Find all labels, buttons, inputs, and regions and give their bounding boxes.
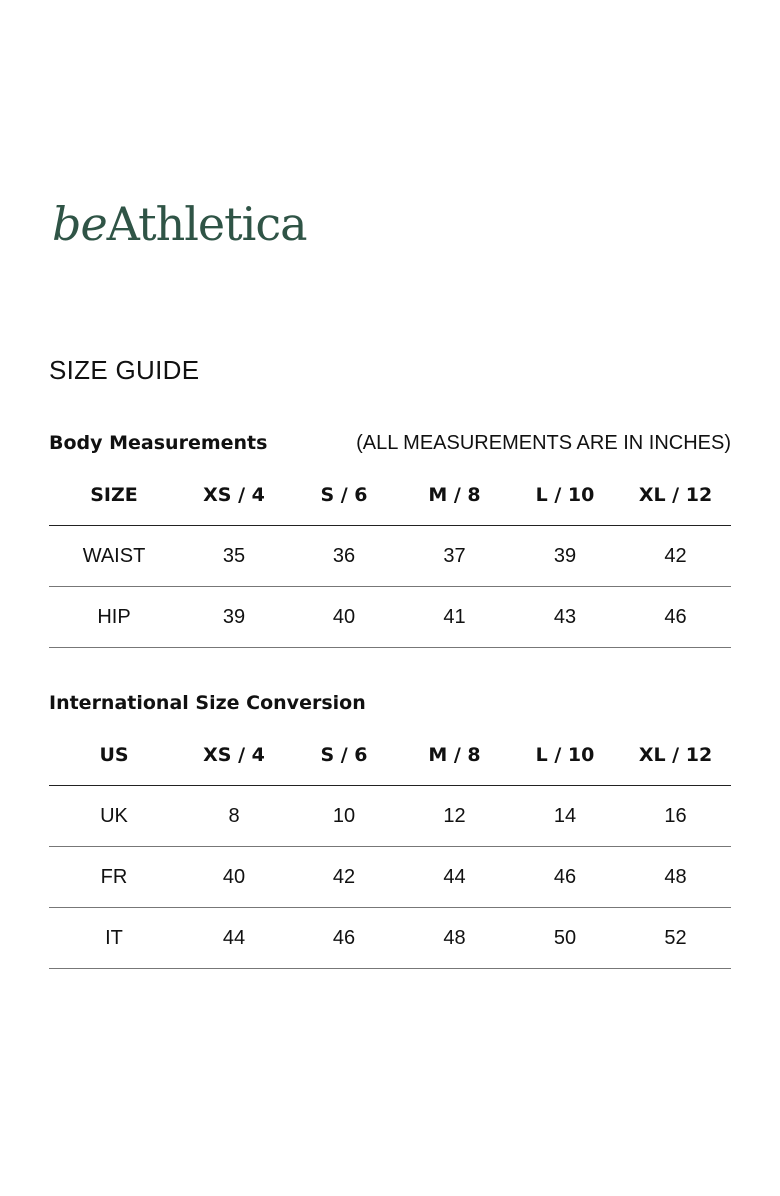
- table-cell: 44: [179, 907, 289, 969]
- measurements-unit-note: (ALL MEASUREMENTS ARE IN INCHES): [356, 432, 731, 454]
- column-header: S / 6: [289, 465, 399, 526]
- table-row: HIP 39 40 41 43 46: [49, 586, 731, 648]
- table-cell: 43: [510, 586, 620, 648]
- table-cell: 37: [399, 525, 510, 587]
- table-row: UK 8 10 12 14 16: [49, 785, 731, 847]
- table-cell: 12: [399, 785, 510, 847]
- table-cell: 44: [399, 846, 510, 908]
- column-header: XL / 12: [620, 725, 731, 786]
- table-cell: 40: [289, 586, 399, 648]
- body-measurements-header: Body Measurements (ALL MEASUREMENTS ARE …: [49, 429, 731, 457]
- page-title: SIZE GUIDE: [49, 355, 200, 385]
- column-header: S / 6: [289, 725, 399, 786]
- brand-logo: beAthletica: [52, 194, 308, 254]
- table-cell: 16: [620, 785, 731, 847]
- table-cell: 36: [289, 525, 399, 587]
- row-label: WAIST: [49, 525, 179, 587]
- table-cell: 48: [620, 846, 731, 908]
- table-cell: 46: [510, 846, 620, 908]
- row-label: FR: [49, 846, 179, 908]
- column-header: SIZE: [49, 465, 179, 526]
- table-row: FR 40 42 44 46 48: [49, 846, 731, 908]
- table-cell: 10: [289, 785, 399, 847]
- table-cell: 8: [179, 785, 289, 847]
- body-measurements-title: Body Measurements: [49, 432, 268, 454]
- table-cell: 46: [620, 586, 731, 648]
- table-cell: 50: [510, 907, 620, 969]
- table-row: WAIST 35 36 37 39 42: [49, 525, 731, 587]
- table-cell: 40: [179, 846, 289, 908]
- row-label: UK: [49, 785, 179, 847]
- table-cell: 42: [289, 846, 399, 908]
- column-header: L / 10: [510, 465, 620, 526]
- column-header: M / 8: [399, 725, 510, 786]
- logo-be: be: [52, 197, 108, 251]
- conversion-header: International Size Conversion: [49, 689, 731, 717]
- column-header: XL / 12: [620, 465, 731, 526]
- table-cell: 39: [510, 525, 620, 587]
- table-header-row: US XS / 4 S / 6 M / 8 L / 10 XL / 12: [49, 725, 731, 786]
- column-header: XS / 4: [179, 725, 289, 786]
- table-header-row: SIZE XS / 4 S / 6 M / 8 L / 10 XL / 12: [49, 465, 731, 526]
- table-cell: 42: [620, 525, 731, 587]
- logo-athletica: Athletica: [106, 197, 308, 251]
- table-cell: 14: [510, 785, 620, 847]
- row-label: HIP: [49, 586, 179, 648]
- table-cell: 39: [179, 586, 289, 648]
- table-cell: 48: [399, 907, 510, 969]
- conversion-title: International Size Conversion: [49, 692, 366, 714]
- table-cell: 35: [179, 525, 289, 587]
- table-cell: 52: [620, 907, 731, 969]
- column-header: XS / 4: [179, 465, 289, 526]
- column-header: US: [49, 725, 179, 786]
- size-conversion-table: US XS / 4 S / 6 M / 8 L / 10 XL / 12 UK …: [49, 725, 731, 969]
- column-header: M / 8: [399, 465, 510, 526]
- body-measurements-table: SIZE XS / 4 S / 6 M / 8 L / 10 XL / 12 W…: [49, 465, 731, 648]
- table-cell: 46: [289, 907, 399, 969]
- row-label: IT: [49, 907, 179, 969]
- table-cell: 41: [399, 586, 510, 648]
- column-header: L / 10: [510, 725, 620, 786]
- table-row: IT 44 46 48 50 52: [49, 907, 731, 969]
